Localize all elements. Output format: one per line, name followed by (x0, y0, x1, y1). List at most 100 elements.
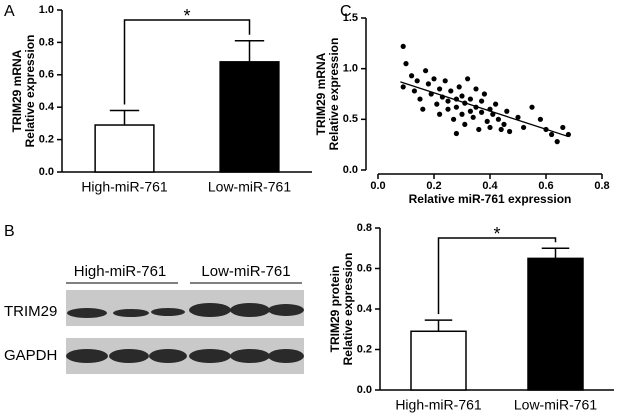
y-tick-label: 0.6 (39, 69, 54, 81)
point (481, 91, 487, 97)
point (495, 116, 501, 122)
x-tick-label: Low-miR-761 (208, 179, 291, 195)
point (473, 86, 479, 92)
point (507, 128, 513, 135)
row-label: TRIM29 (4, 303, 57, 320)
bar (219, 61, 280, 173)
point (476, 126, 482, 133)
point (462, 121, 468, 127)
point (414, 78, 420, 84)
point (409, 73, 415, 79)
y-axis-label: Relative expression (327, 38, 341, 151)
x-tick-label: 0.8 (594, 180, 609, 192)
row-label: GAPDH (4, 347, 57, 364)
point (479, 98, 485, 104)
point (504, 108, 510, 114)
point (417, 96, 423, 102)
point (453, 130, 459, 137)
panel-label: C (340, 3, 352, 20)
point (459, 93, 465, 99)
point (493, 101, 499, 107)
y-tick-label: 0.0 (39, 166, 54, 178)
y-tick-label: 0.0 (343, 164, 358, 176)
point (448, 88, 454, 94)
x-tick-label: Low-miR-761 (514, 397, 597, 413)
point (431, 76, 437, 82)
point (445, 98, 451, 104)
y-axis-label: Relative expression (341, 253, 355, 366)
x-tick-label: 0.0 (370, 180, 385, 192)
x-tick-label: 0.2 (426, 180, 441, 192)
point (498, 126, 504, 133)
group-label: Low-miR-761 (201, 263, 290, 280)
point (423, 68, 429, 74)
point (400, 43, 406, 49)
point (456, 84, 462, 90)
point (470, 114, 476, 120)
y-tick-label: 0.5 (343, 113, 358, 125)
point (453, 104, 459, 110)
point (521, 124, 527, 131)
y-axis-label: TRIM29 mRNA (314, 52, 328, 135)
point (459, 111, 465, 117)
point (467, 96, 473, 102)
y-axis-label: TRIM29 mRNA (10, 49, 24, 132)
point (560, 124, 566, 131)
point (537, 116, 544, 122)
point (479, 109, 485, 115)
point (411, 88, 417, 94)
x-tick-label: 0.4 (482, 180, 498, 192)
panel-label: B (4, 223, 15, 240)
bar (94, 124, 155, 173)
point (420, 106, 426, 112)
y-tick-label: 1.0 (343, 63, 358, 75)
bar (527, 257, 584, 391)
x-axis-label: Relative miR-761 expression (409, 192, 572, 206)
x-tick-label: 0.6 (538, 180, 553, 192)
bar (410, 330, 467, 391)
regression-line (400, 81, 569, 138)
point (467, 108, 473, 114)
y-tick-label: 0.8 (357, 222, 372, 234)
y-tick-label: 1.5 (343, 12, 358, 24)
point (437, 111, 443, 117)
panel-label: A (4, 3, 15, 20)
point (529, 104, 535, 110)
y-tick-label: 0.0 (357, 384, 372, 396)
y-axis-label: TRIM29 protein (328, 266, 342, 353)
y-tick-label: 0.6 (357, 262, 372, 274)
significance-label: * (493, 224, 500, 244)
point (501, 121, 507, 127)
significance-bracket (437, 237, 557, 315)
point (400, 84, 406, 90)
point (434, 101, 440, 107)
bands (66, 303, 304, 363)
point (554, 139, 560, 145)
group-label: High-miR-761 (74, 263, 167, 280)
significance-label: * (183, 6, 190, 26)
point (403, 61, 409, 67)
point (437, 86, 443, 92)
y-tick-label: 0.2 (39, 134, 54, 146)
point (465, 76, 471, 82)
point (484, 118, 490, 124)
point (451, 116, 457, 122)
point (549, 131, 555, 138)
y-tick-label: 0.8 (39, 36, 54, 48)
y-tick-label: 0.2 (357, 343, 372, 355)
western-blot: High-miR-761 Low-miR-761 TRIM29 GAPDH (4, 263, 304, 374)
point (445, 106, 451, 112)
point (442, 78, 448, 84)
point (425, 81, 431, 87)
point (487, 124, 493, 131)
y-axis-label: Relative expression (23, 35, 37, 148)
x-tick-label: High-miR-761 (81, 179, 168, 195)
x-tick-label: High-miR-761 (395, 397, 482, 413)
y-tick-label: 0.4 (357, 303, 373, 315)
significance-bracket (123, 19, 251, 105)
y-tick-label: 0.4 (39, 101, 55, 113)
y-tick-label: 1.0 (39, 4, 54, 16)
point (515, 114, 521, 120)
